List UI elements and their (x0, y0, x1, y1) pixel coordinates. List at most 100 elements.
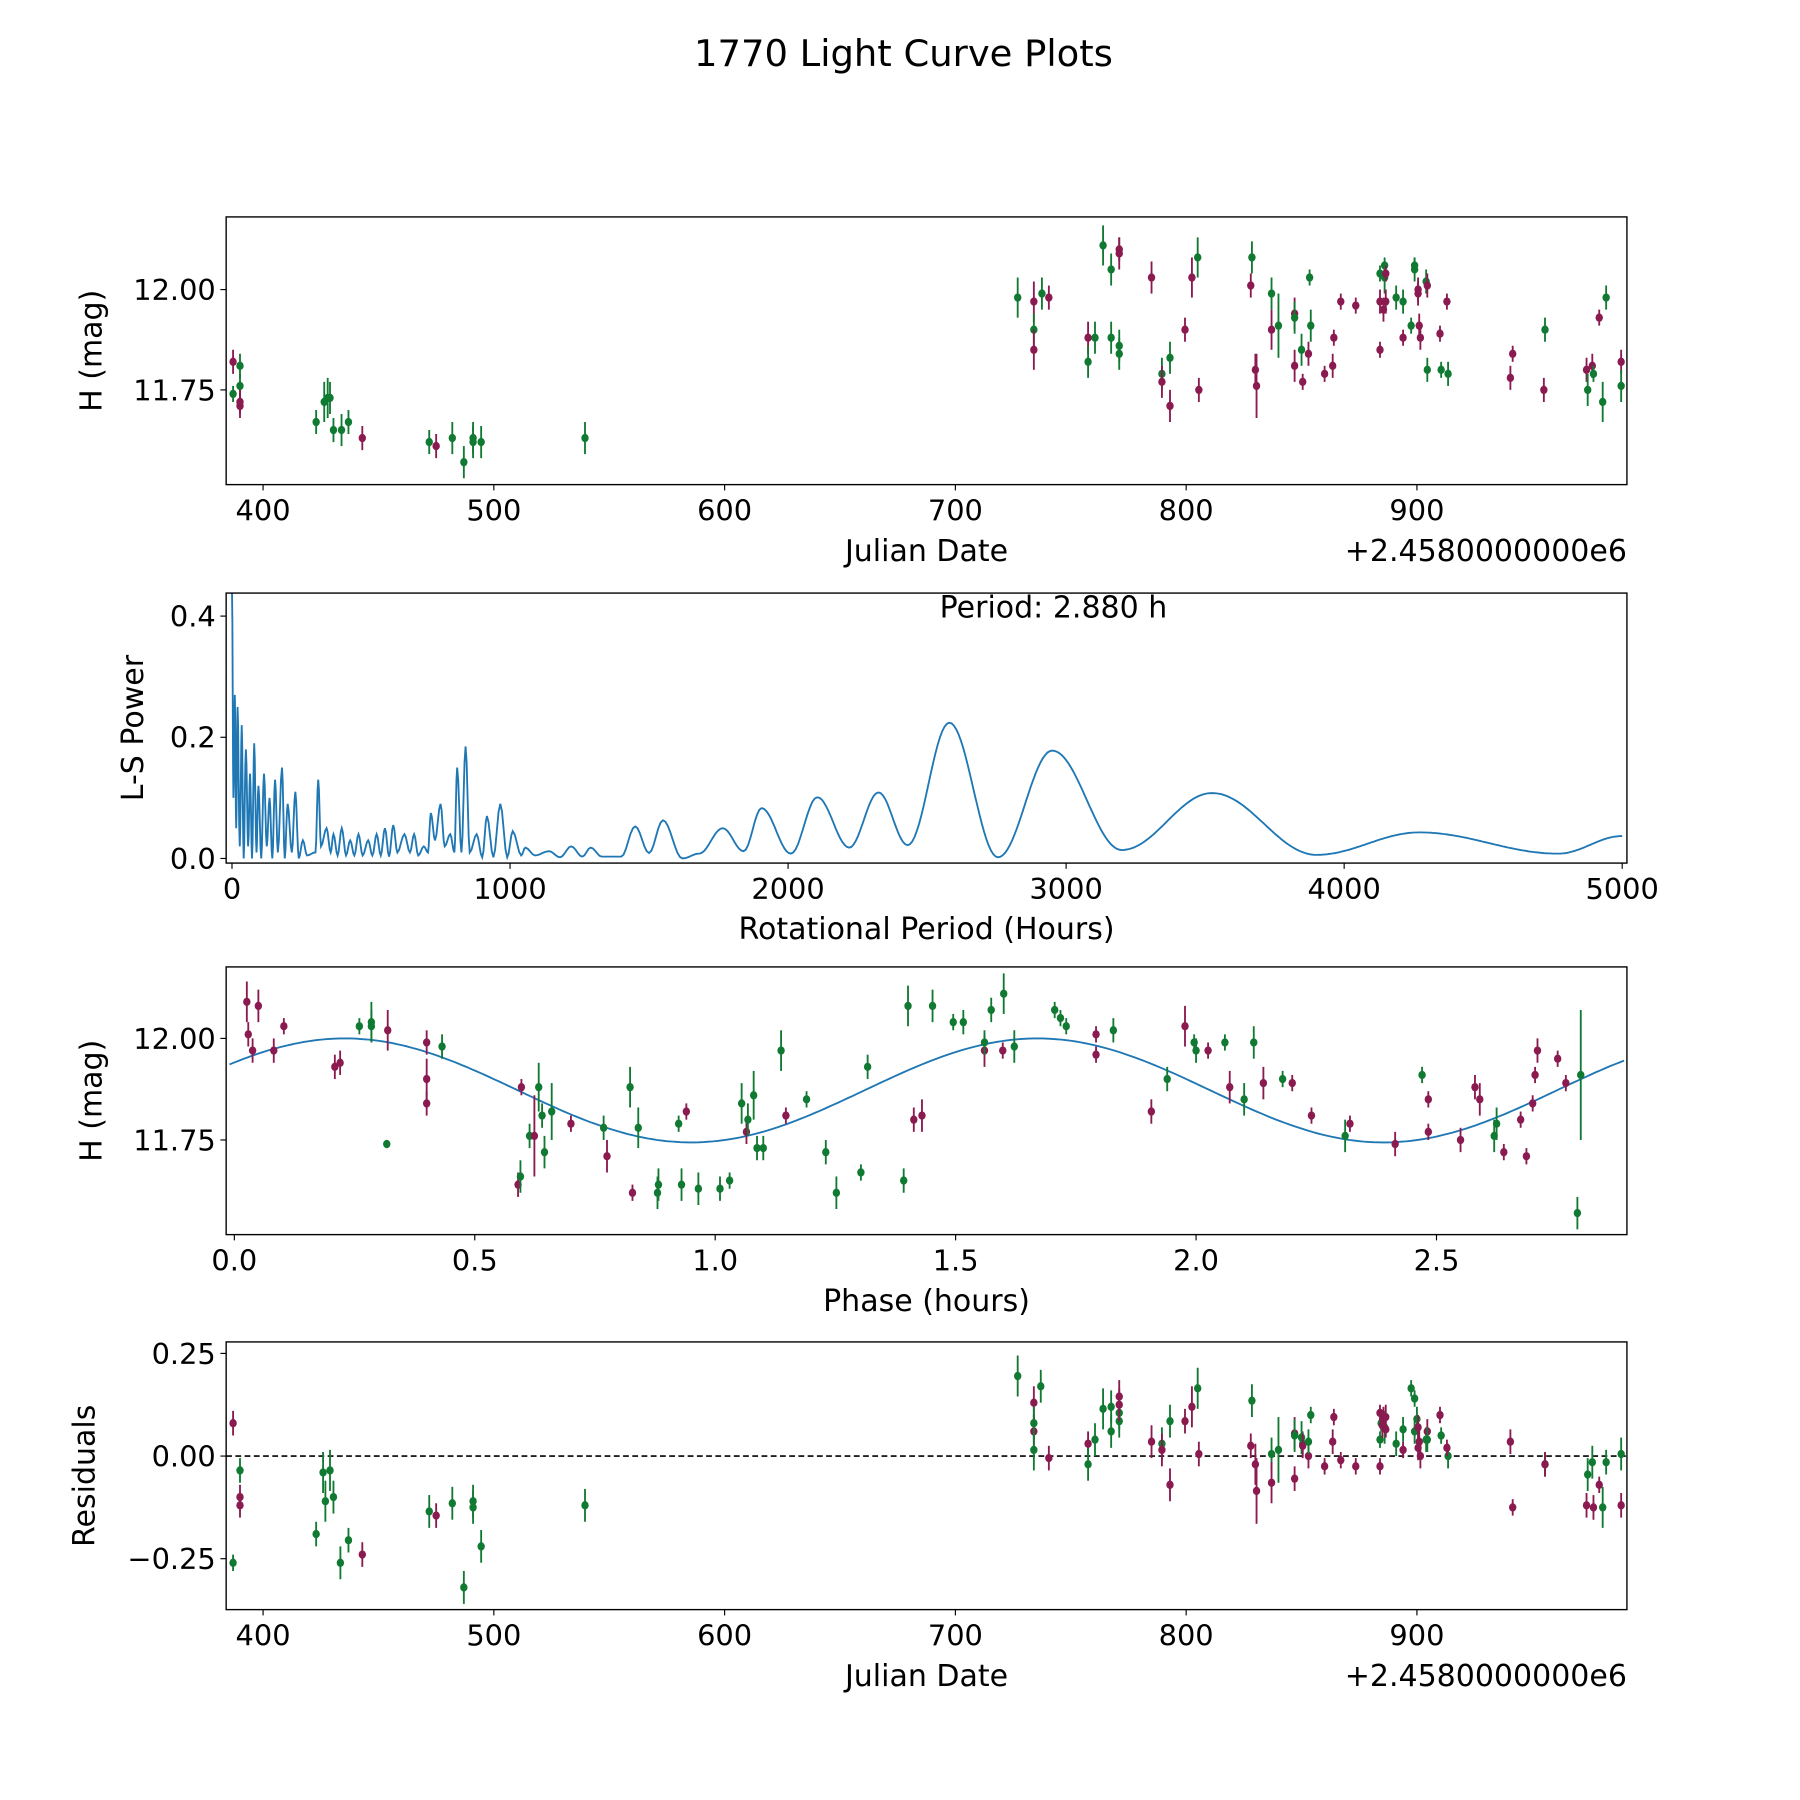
y-tick-label: 0.2 (170, 721, 216, 755)
data-marker (1341, 1131, 1349, 1141)
data-marker (1274, 1445, 1283, 1455)
data-marker (1181, 325, 1189, 334)
x-tick-label: 2.5 (1414, 1243, 1460, 1277)
data-marker (1540, 385, 1548, 395)
data-marker (425, 437, 433, 447)
data-point (1617, 369, 1625, 402)
x-tick-label: 400 (236, 493, 291, 527)
data-point (1014, 1355, 1022, 1397)
data-marker (1250, 1038, 1258, 1047)
sinusoid-fit-line (229, 1037, 1625, 1144)
data-point (1533, 1038, 1542, 1063)
data-point (1304, 341, 1313, 366)
data-marker (1617, 381, 1625, 391)
data-marker (749, 1091, 758, 1100)
data-point (1115, 337, 1123, 370)
data-point (674, 1115, 683, 1132)
data-marker (270, 1046, 278, 1055)
data-point (910, 1107, 918, 1132)
data-marker (1030, 1398, 1038, 1407)
data-point (1456, 1127, 1465, 1153)
data-point (236, 1458, 244, 1483)
data-point (329, 1480, 338, 1514)
data-marker (367, 1022, 376, 1031)
data-marker (1091, 1435, 1099, 1444)
axes-frame (225, 216, 1628, 486)
data-point (1115, 1388, 1123, 1422)
data-point (1562, 1074, 1570, 1092)
data-point (383, 1139, 391, 1149)
data-point (336, 1546, 345, 1580)
data-marker (1092, 1050, 1100, 1059)
data-marker (1382, 269, 1390, 278)
data-marker (1092, 1030, 1100, 1039)
data-marker (1582, 1501, 1591, 1510)
data-marker (1436, 329, 1444, 338)
x-axis-label: Julian Date (843, 534, 1008, 569)
data-marker (1305, 273, 1314, 282)
x-tick-label: 900 (1389, 1618, 1444, 1652)
data-point (1423, 357, 1432, 382)
data-marker (1267, 1478, 1276, 1487)
data-point (1416, 1443, 1425, 1469)
data-marker (716, 1184, 724, 1193)
data-point (1109, 1018, 1118, 1043)
data-point (358, 1542, 366, 1567)
data-marker (1030, 325, 1038, 334)
data-point (1588, 1445, 1597, 1479)
data-marker (1109, 1026, 1118, 1035)
data-point (1399, 1441, 1407, 1459)
data-point (1267, 277, 1276, 310)
data-point (1252, 1458, 1261, 1524)
x-offset-text: +2.4580000000e6 (1345, 534, 1627, 569)
data-point (319, 1451, 327, 1494)
axes-frame (225, 592, 1628, 864)
data-point (1410, 1390, 1419, 1407)
x-tick-label: 500 (466, 493, 521, 527)
data-point (1304, 1429, 1313, 1455)
data-point (1391, 1131, 1399, 1157)
data-marker (1290, 361, 1299, 370)
data-point (1541, 317, 1549, 342)
data-marker (1329, 361, 1337, 370)
data-marker (1382, 297, 1390, 306)
data-point (1492, 1107, 1501, 1140)
data-marker (1000, 989, 1008, 998)
data-marker (1010, 1042, 1018, 1051)
data-marker (358, 1550, 366, 1559)
data-point (1500, 1144, 1508, 1161)
data-marker (682, 1107, 691, 1116)
data-point (270, 1038, 278, 1063)
data-point (1528, 1095, 1537, 1112)
data-marker (999, 1046, 1007, 1055)
data-marker (422, 1099, 431, 1108)
data-marker (1407, 321, 1415, 330)
data-point (1418, 1066, 1426, 1084)
data-marker (1084, 333, 1092, 342)
data-point (1181, 1408, 1189, 1434)
data-marker (959, 1018, 968, 1027)
data-point (422, 1091, 431, 1116)
data-marker (548, 1107, 556, 1116)
data-marker (1476, 1095, 1484, 1104)
data-marker (1509, 349, 1517, 358)
data-point (1010, 1030, 1018, 1063)
data-point (1382, 265, 1390, 282)
data-marker (477, 437, 485, 447)
data-marker (1062, 1022, 1070, 1031)
data-marker (337, 425, 346, 435)
x-tick-label: 700 (928, 1618, 983, 1652)
data-point (900, 1168, 908, 1193)
data-point (1320, 365, 1329, 382)
data-point (1410, 257, 1419, 282)
x-tick-label: 500 (466, 1618, 521, 1652)
data-marker (336, 1558, 345, 1567)
data-marker (1330, 1412, 1338, 1422)
data-marker (1399, 1425, 1407, 1434)
x-tick-label: 800 (1159, 493, 1214, 527)
data-point (1443, 1439, 1451, 1457)
data-marker (535, 1083, 543, 1092)
data-marker (1416, 1451, 1425, 1461)
data-point (949, 1014, 957, 1031)
data-point (244, 1022, 252, 1047)
